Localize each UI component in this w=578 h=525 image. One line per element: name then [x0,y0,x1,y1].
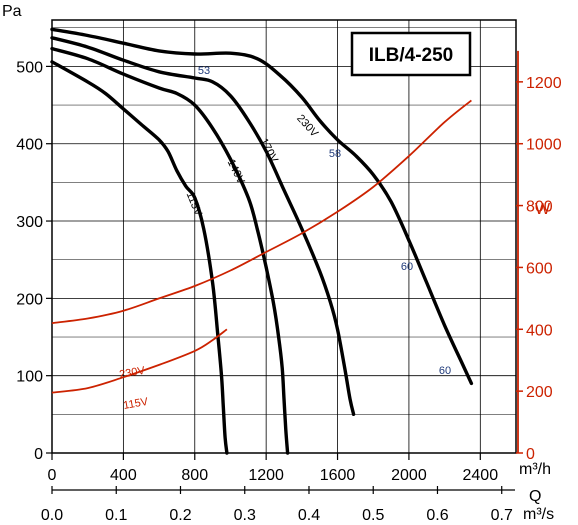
x-tick-label: 2400 [463,467,499,484]
x-tick-label: 800 [181,467,208,484]
power-curve-230v [51,99,472,324]
power-curve-115v [51,328,228,394]
pressure-curve-label: 140V [225,158,247,187]
efficiency-label: 60 [401,261,413,273]
x2-tick-label: 0.2 [169,507,191,524]
chart-title-box: ILB/4-250 [350,31,472,77]
pressure-curve-label: 115V [184,190,205,218]
y-axis-ticks: 0 100 200 300 400 500 [16,59,52,463]
x-tick-label: 400 [110,467,137,484]
x2-tick-label: 0.0 [41,507,63,524]
y2-tick-label: 200 [526,384,553,401]
y2-tick-label: 400 [526,322,553,339]
y2-axis-unit: W [535,201,551,218]
x-tick-label: 2000 [391,467,427,484]
x-axis-label: Q [529,488,541,505]
x2-axis-ticks: 0.0 0.1 0.2 0.3 0.4 0.5 0.6 0.7 [41,486,513,524]
x2-tick-label: 0.5 [362,507,384,524]
y-tick-label: 200 [16,291,43,308]
efficiency-label: 60 [439,365,451,377]
x2-tick-label: 0.1 [105,507,127,524]
y-tick-label: 300 [16,214,43,231]
pressure-curve-140v [50,46,290,455]
y2-axis-ticks: 0 200 400 600 800 1000 1200 [516,50,562,463]
x2-tick-label: 0.3 [234,507,256,524]
pressure-curve-230v [50,27,474,386]
power-curve-label: 115V [122,396,149,412]
x2-tick-label: 0.7 [491,507,513,524]
x-axis-unit: m³/h [519,461,551,478]
y-tick-label: 500 [16,59,43,76]
chart-title: ILB/4-250 [369,45,453,66]
x-axis-ticks: 0 400 800 1200 1600 2000 2400 [48,453,515,491]
y-tick-label: 100 [16,369,43,386]
plot-frame [51,19,517,454]
x-tick-label: 1600 [320,467,356,484]
y-tick-label: 0 [34,446,43,463]
y2-tick-label: 800 [526,199,553,216]
pressure-curve-170v [50,36,356,416]
y-axis-unit: Pa [2,3,22,20]
pressure-curve-label: 170V [257,136,280,165]
power-curves: 230V 115V [51,99,472,412]
efficiency-label: 53 [198,65,210,77]
y2-tick-label: 0 [526,446,535,463]
power-curve-label: 230V [118,365,146,381]
x-tick-label: 1200 [248,467,284,484]
y2-tick-label: 1000 [526,137,562,154]
pressure-curves: 230V 170V 140V 115V 53 58 60 60 [50,27,474,455]
efficiency-label: 58 [329,148,341,160]
x2-axis-unit: m³/s [523,506,554,523]
y2-tick-label: 1200 [526,75,562,92]
y-tick-label: 400 [16,137,43,154]
pressure-curve-115v [50,60,229,455]
x2-tick-label: 0.6 [426,507,448,524]
y2-tick-label: 600 [526,260,553,277]
x-tick-label: 0 [48,467,57,484]
x2-tick-label: 0.4 [298,507,320,524]
